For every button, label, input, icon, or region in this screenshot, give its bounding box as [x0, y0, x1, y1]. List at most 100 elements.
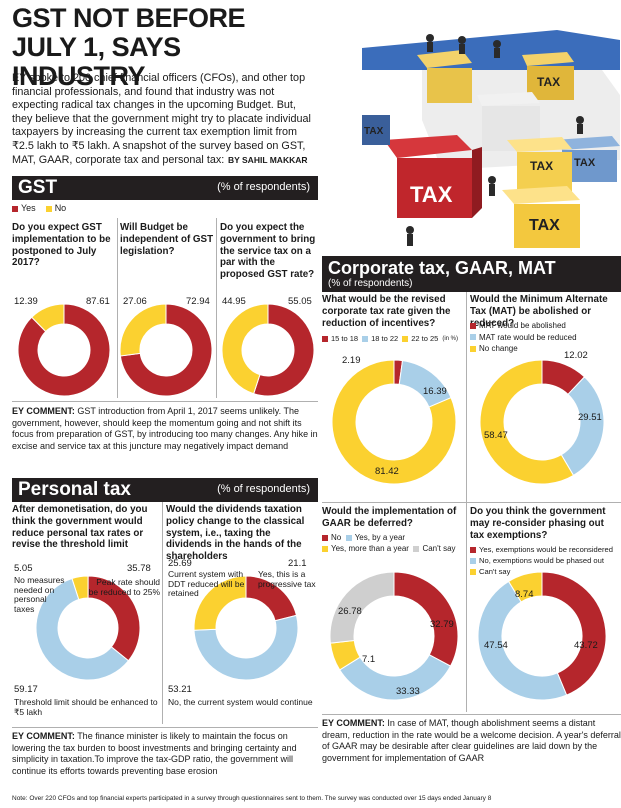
- tax-box-label: TAX: [529, 217, 560, 234]
- tax-box-label: TAX: [530, 159, 553, 173]
- data-label: 25.69: [168, 558, 192, 569]
- corporate-q2: Would the Minimum Alternate Tax (MAT) be…: [470, 294, 608, 329]
- corporate-comment: EY COMMENT: In case of MAT, though aboli…: [322, 718, 621, 763]
- slice-label: Yes, this is a progressive tax: [258, 569, 316, 589]
- gst-q2: Will Budget be independent of GST legisl…: [120, 222, 214, 257]
- data-label: 58.47: [484, 430, 508, 441]
- gst-donut-area: [17, 303, 315, 397]
- gst-section-bar: GST (% of respondents): [12, 176, 318, 200]
- personal-q1: After demonetisation, do you think the g…: [12, 504, 148, 551]
- data-label: 7.1: [362, 654, 376, 665]
- personal-q2-donut: [193, 575, 299, 681]
- data-label: 26.78: [338, 606, 362, 617]
- donut-slice: [331, 359, 457, 485]
- corporate-heading: Corporate tax, GAAR, MAT: [328, 258, 556, 278]
- data-label: 43.72: [574, 640, 598, 651]
- data-label: 81.42: [375, 466, 399, 477]
- slice-label: Threshold limit should be enhanced to ₹5…: [14, 697, 158, 717]
- legend-item: MAT would be abolished: [470, 320, 577, 332]
- legend-item: Yes: [12, 203, 36, 213]
- exemption-legend: Yes, exemptions would be reconsidered No…: [470, 544, 613, 577]
- donut-slice: [193, 575, 247, 631]
- donut-slice: [329, 571, 395, 644]
- divider: [162, 502, 163, 724]
- legend-item: Can't say: [470, 566, 613, 577]
- data-label: 29.51: [578, 412, 602, 423]
- legend-item: Can't say: [413, 544, 456, 553]
- data-label: 2.19: [342, 355, 361, 366]
- gst-q3-donut: [221, 303, 315, 397]
- gst-legend: Yes No: [12, 203, 66, 213]
- tax-box-label: TAX: [410, 182, 453, 207]
- footnote: Note: Over 220 CFOs and top financial ex…: [12, 795, 492, 802]
- byline: BY SAHIL MAKKAR: [228, 155, 308, 165]
- personal-q1-donut: [35, 575, 141, 681]
- data-label: 21.1: [288, 558, 307, 569]
- tax-box-label: TAX: [537, 75, 560, 89]
- gst-q3: Do you expect the government to bring th…: [220, 222, 316, 281]
- data-label: 12.39: [14, 296, 38, 307]
- data-label: 5.05: [14, 563, 33, 574]
- donut-slice: [87, 575, 141, 662]
- data-label: 47.54: [484, 640, 508, 651]
- tax-boxes-illustration: TAX TAX TAX TAX TAX TAX: [362, 30, 620, 248]
- donut-slice: [30, 303, 65, 333]
- corporate-section-bar: Corporate tax, GAAR, MAT (% of responden…: [322, 256, 621, 292]
- donut-slice: [339, 654, 452, 701]
- legend-item: Yes, more than a year: [322, 544, 409, 553]
- legend-item: No change: [470, 343, 577, 355]
- gst-comment: EY COMMENT: GST introduction from April …: [12, 406, 318, 451]
- gst-q1: Do you expect GST implementation to be p…: [12, 222, 111, 269]
- data-label: 27.06: [123, 296, 147, 307]
- legend-item: 18 to 22: [362, 334, 398, 343]
- gaar-donut: [329, 571, 459, 701]
- exemption-donut: [477, 571, 607, 701]
- gst-unit: (% of respondents): [217, 181, 310, 193]
- data-label: 16.39: [423, 386, 447, 397]
- data-label: 55.05: [288, 296, 312, 307]
- mat-legend: MAT would be abolished MAT rate would be…: [470, 320, 577, 355]
- gst-q2-donut: [119, 303, 213, 397]
- donut-slice: [253, 303, 315, 397]
- data-label: 59.17: [14, 684, 38, 695]
- tax-box-label: TAX: [574, 157, 596, 169]
- personal-unit: (% of respondents): [217, 483, 310, 495]
- donut-slice: [35, 577, 130, 681]
- page-title: GST NOT BEFORE JULY 1, SAYS INDUSTRY: [12, 3, 246, 91]
- slice-label: Peak rate should be reduced to 25%: [88, 577, 160, 597]
- rate-donut: [331, 359, 457, 485]
- divider: [216, 218, 217, 398]
- slice-label: No, the current system would continue: [168, 697, 313, 707]
- divider: [12, 727, 318, 728]
- donut-slice: [119, 303, 167, 357]
- gst-q1-donut: [17, 303, 111, 397]
- donut-slice: [507, 571, 543, 603]
- legend-item: Yes, exemptions would be reconsidered: [470, 544, 613, 555]
- gst-heading: GST: [18, 177, 58, 198]
- personal-section-bar: Personal tax (% of respondents): [12, 478, 318, 502]
- legend-item: 22 to 25: [402, 334, 438, 343]
- rate-legend: 15 to 18 18 to 22 22 to 25 (in %): [322, 334, 458, 343]
- data-label: 12.02: [564, 350, 588, 361]
- divider: [322, 502, 621, 503]
- divider: [322, 714, 621, 715]
- legend-item: Yes, by a year: [345, 533, 405, 542]
- data-label: 35.78: [127, 563, 151, 574]
- mat-donut: [479, 359, 605, 485]
- corporate-q3: Would the implementation of GAAR be defe…: [322, 506, 457, 529]
- donut-slice: [479, 359, 575, 485]
- legend-item: MAT rate would be reduced: [470, 332, 577, 344]
- donut-slice: [477, 580, 568, 701]
- legend-unit: (in %): [442, 335, 458, 342]
- legend-item: No: [322, 533, 341, 542]
- slice-label: Current system with DDT reduced will be …: [168, 569, 245, 598]
- intro-text: EY spoke to 200 chief financial officers…: [12, 72, 311, 166]
- tax-box-label: TAX: [364, 126, 384, 137]
- data-label: 87.61: [86, 296, 110, 307]
- personal-comment: EY COMMENT: The finance minister is like…: [12, 731, 297, 776]
- corporate-q1: What would be the revised corporate tax …: [322, 294, 451, 329]
- data-label: 33.33: [396, 686, 420, 697]
- data-label: 44.95: [222, 296, 246, 307]
- donut-slice: [193, 614, 299, 681]
- divider: [12, 401, 318, 402]
